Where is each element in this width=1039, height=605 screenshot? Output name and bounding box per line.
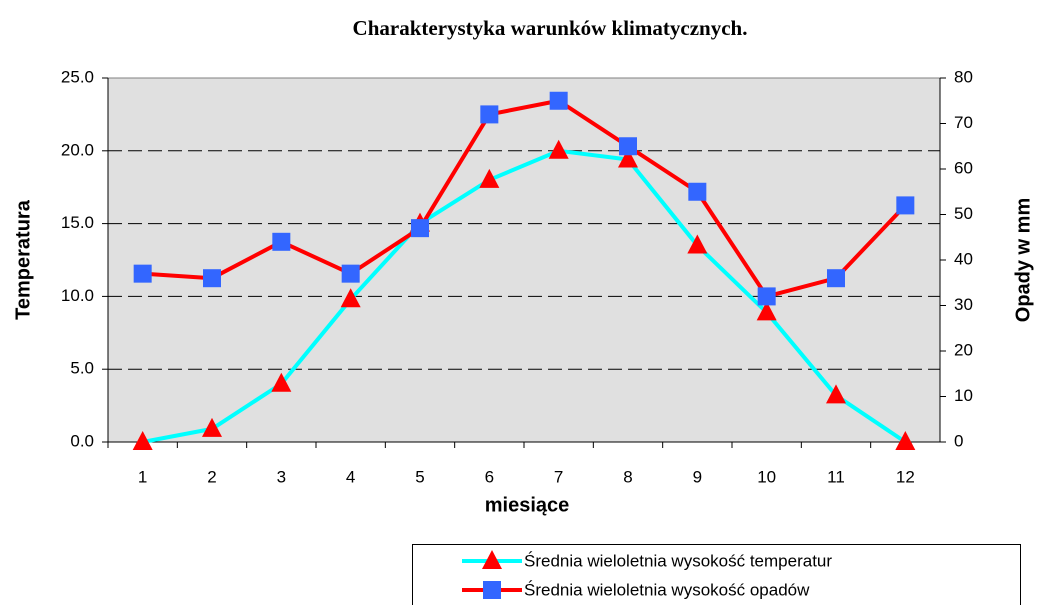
x-tick-label: 7 <box>554 467 563 486</box>
marker <box>482 550 502 569</box>
y-tick-label: 25.0 <box>61 67 94 86</box>
marker <box>548 139 569 159</box>
legend-label: Średnia wieloletnia wysokość opadów <box>524 580 810 599</box>
marker <box>895 431 916 450</box>
marker <box>896 196 915 215</box>
y2-tick-label: 30 <box>954 295 973 314</box>
legend-box <box>412 544 1021 605</box>
y2-tick-label: 40 <box>954 249 973 268</box>
x-tick-label: 8 <box>623 467 632 486</box>
x-tick-label: 11 <box>827 467 845 486</box>
marker <box>619 137 637 156</box>
marker <box>618 148 638 168</box>
y-tick-label: 20.0 <box>61 140 94 159</box>
legend: Średnia wieloletnia wysokość temperatur Ś… <box>412 544 1021 605</box>
marker <box>203 269 221 288</box>
marker <box>271 372 292 392</box>
y-tick-label: 15.0 <box>61 213 94 232</box>
marker <box>827 269 845 288</box>
y2-tick-label: 0 <box>954 431 963 450</box>
x-tick-label: 1 <box>138 467 147 486</box>
marker <box>687 234 708 254</box>
x-tick-label: 9 <box>693 467 702 486</box>
marker <box>341 264 360 283</box>
y2-tick-label: 60 <box>954 158 973 177</box>
x-axis-title: miesiące <box>485 494 570 516</box>
x-tick-label: 2 <box>207 467 216 486</box>
marker <box>826 384 846 404</box>
chart-title: Charakterystyka warunków klimatycznych. <box>353 16 748 40</box>
y2-axis-title: Opady w mm <box>1012 198 1034 322</box>
marker <box>272 232 291 251</box>
y-tick-label: 10.0 <box>61 286 94 305</box>
y-tick-label: 5.0 <box>70 359 94 378</box>
series-line <box>142 148 907 444</box>
marker <box>132 431 153 450</box>
marker <box>688 182 707 201</box>
x-tick-label: 12 <box>896 467 915 486</box>
y2-tick-label: 50 <box>954 204 973 223</box>
plot-area <box>107 77 941 443</box>
marker <box>479 168 500 188</box>
x-tick-label: 3 <box>277 467 286 486</box>
marker <box>483 581 501 599</box>
y-tick-label: 0.0 <box>70 431 94 450</box>
x-tick-label: 4 <box>346 467 355 486</box>
marker <box>480 105 499 124</box>
x-tick-label: 6 <box>485 467 494 486</box>
marker <box>133 264 152 283</box>
marker <box>411 219 429 238</box>
y2-tick-label: 80 <box>954 67 973 86</box>
y-axis-title: Temperatura <box>12 199 34 320</box>
y2-tick-label: 20 <box>954 340 973 359</box>
marker <box>340 288 361 308</box>
marker <box>549 91 568 110</box>
y2-tick-label: 10 <box>954 386 973 405</box>
marker <box>757 287 776 306</box>
marker <box>756 301 777 321</box>
series-line <box>142 98 907 299</box>
x-tick-label: 5 <box>415 467 424 486</box>
legend-label: Średnia wieloletnia wysokość temperatur <box>524 551 832 570</box>
marker <box>202 417 222 437</box>
x-tick-label: 10 <box>757 467 776 486</box>
y2-tick-label: 70 <box>954 113 973 132</box>
